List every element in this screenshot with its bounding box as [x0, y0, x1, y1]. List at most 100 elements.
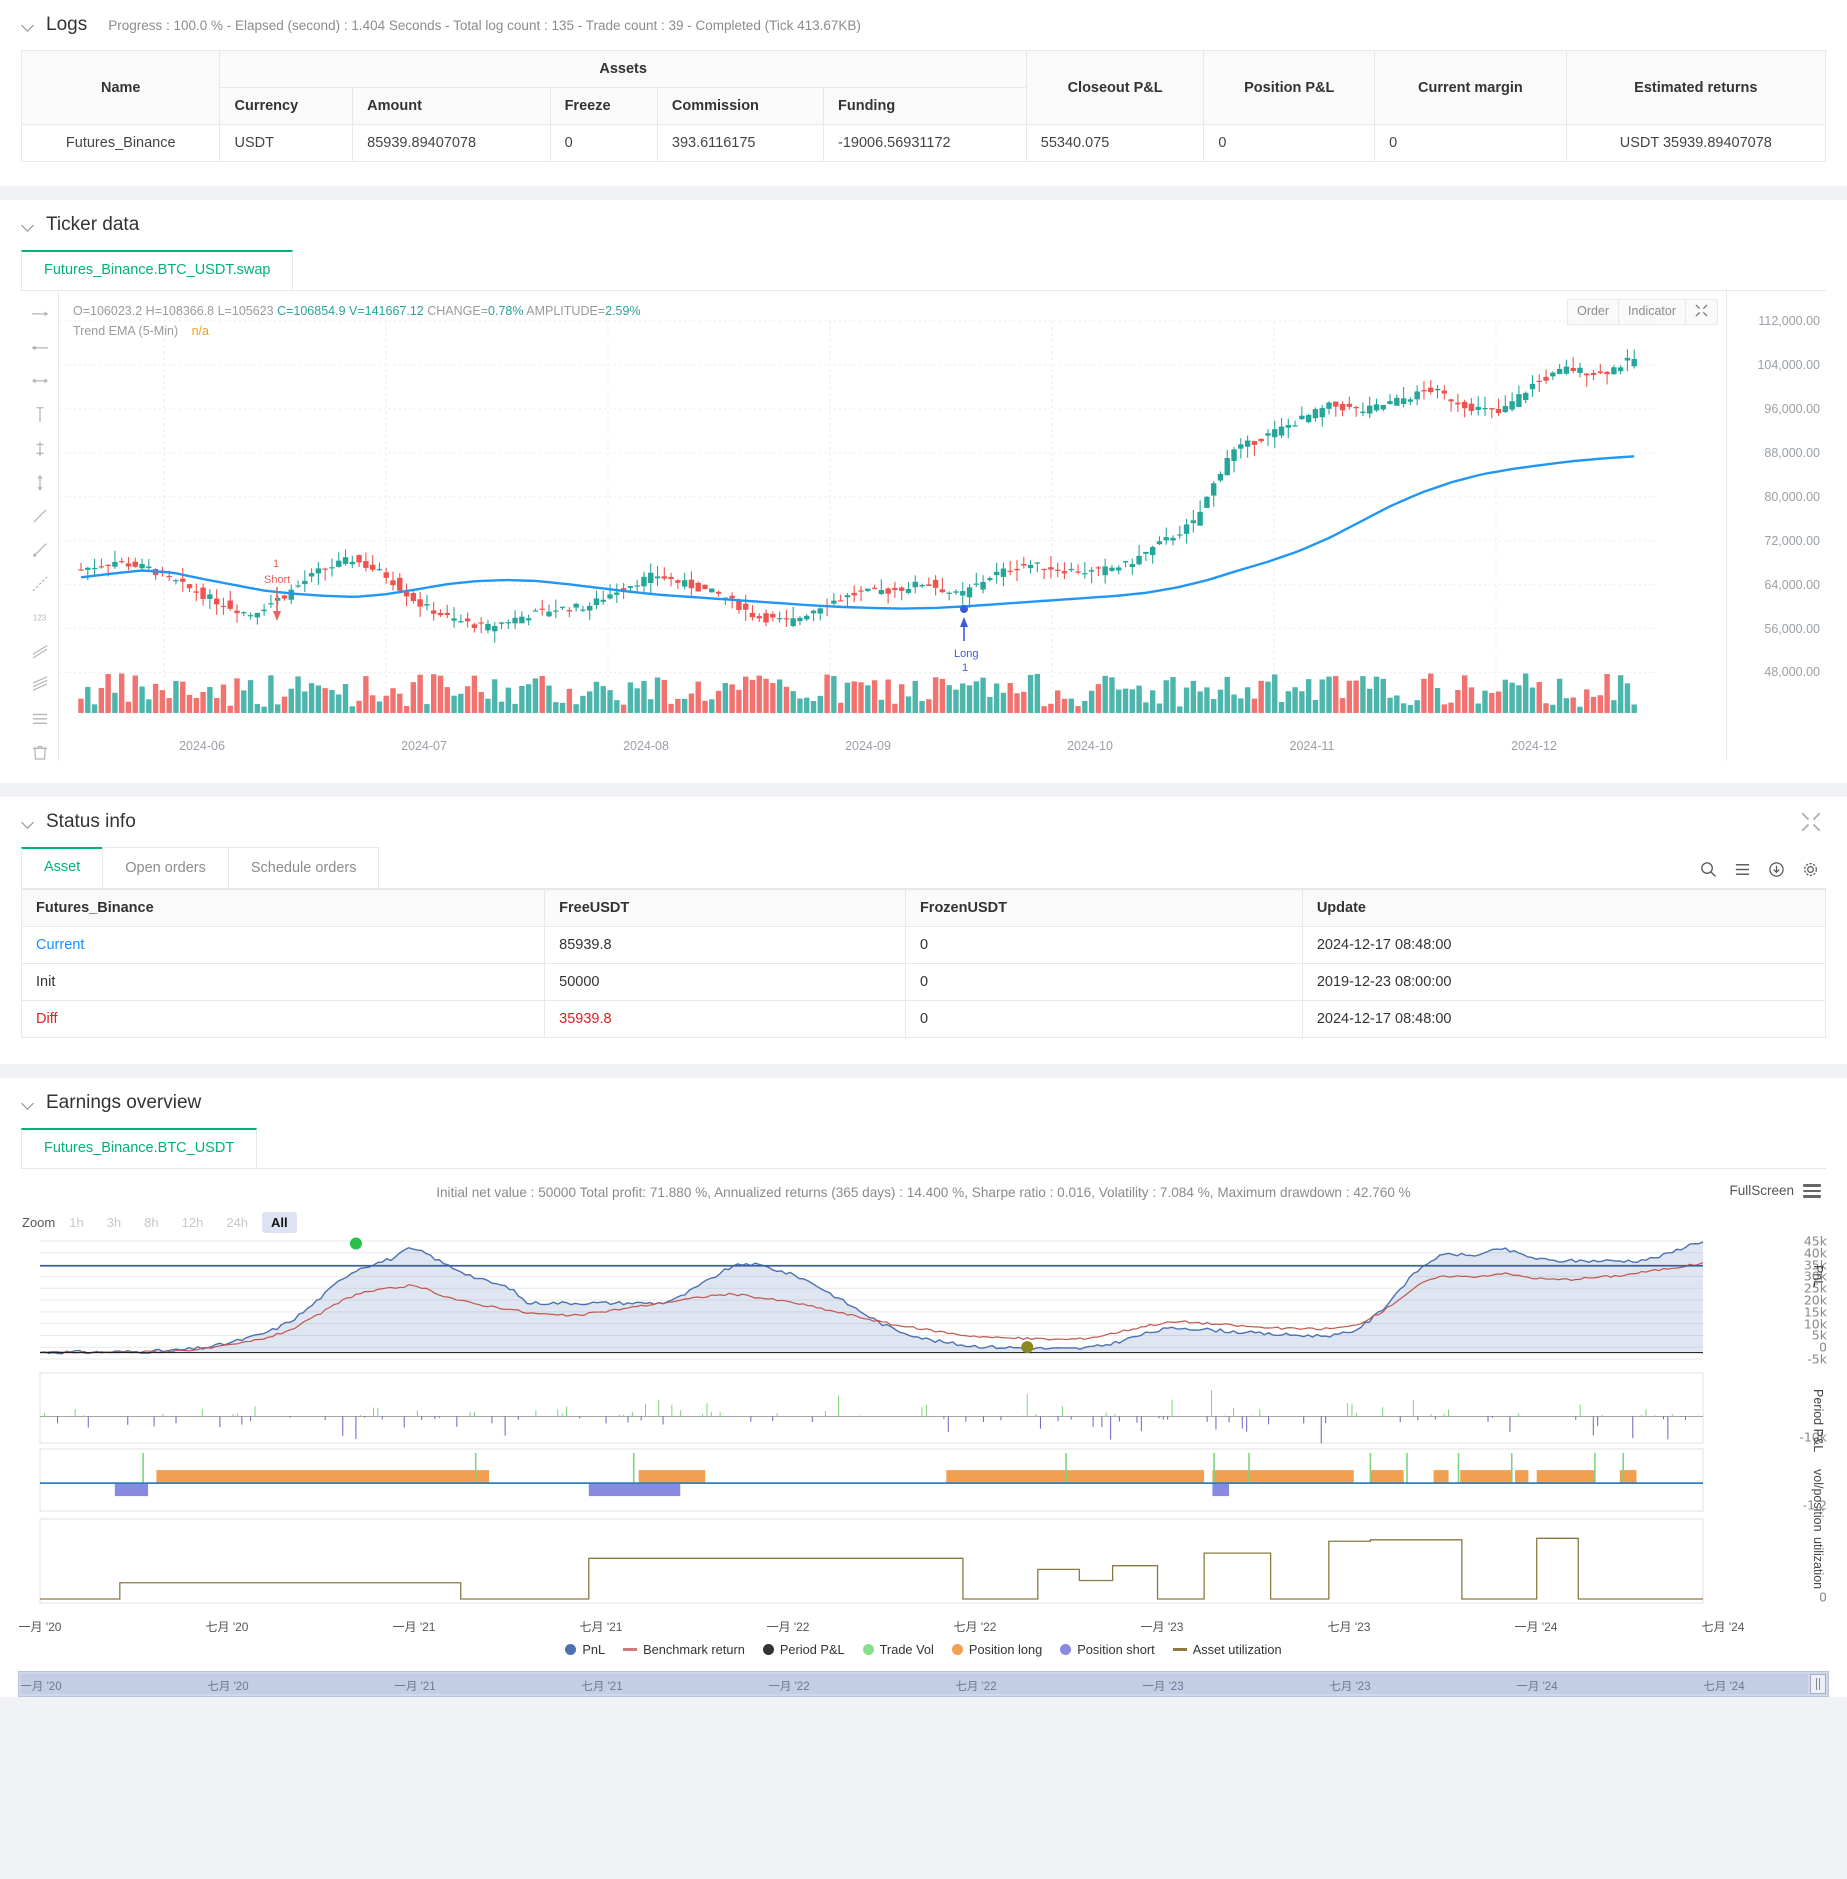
legend-item-position-short[interactable]: Position short — [1060, 1642, 1155, 1657]
pnl-tick: 40k — [1803, 1245, 1827, 1261]
scrollbar-date-tick: 一月 '21 — [394, 1681, 436, 1693]
chart-range-scrollbar[interactable]: 一月 '20 七月 '20 一月 '21 七月 '21 一月 '22 七月 '22 一月 '… — [18, 1671, 1829, 1697]
cell-closeout-pl: 55340.075 — [1025, 124, 1205, 162]
zoom-3h-button[interactable]: 3h — [106, 1215, 122, 1230]
candlestick-chart[interactable]: 123 O=106023.2 H=108366.8 L=105623 C=106… — [21, 291, 1826, 761]
indicator-value: n/a — [191, 324, 209, 338]
chart-button-group[interactable]: Order Indicator — [1567, 299, 1718, 325]
ohlc-high: H=108366.8 — [145, 304, 215, 318]
zoom-8h-button[interactable]: 8h — [144, 1215, 159, 1230]
ray-line-icon[interactable] — [30, 541, 50, 559]
th-account: Futures_Binance — [20, 889, 546, 927]
list-icon[interactable] — [1734, 861, 1751, 878]
axis-label-vol-position: vol/position — [1811, 1469, 1825, 1532]
zoom-24h-button[interactable]: 24h — [226, 1215, 249, 1230]
fullscreen-expand-icon[interactable] — [1685, 299, 1718, 325]
earnings-title: Earnings overview — [46, 1092, 202, 1113]
candlestick-plot-area[interactable]: O=106023.2 H=108366.8 L=105623 C=106854.… — [59, 291, 1826, 761]
scrollbar-date-tick: 一月 '24 — [1516, 1681, 1558, 1693]
horizontal-lines-icon[interactable] — [30, 710, 50, 728]
pnl-tick: 45k — [1803, 1233, 1827, 1249]
status-tabs[interactable]: Asset Open orders Schedule orders — [21, 847, 1826, 889]
download-icon[interactable] — [1768, 861, 1785, 878]
status-toolbar[interactable] — [1700, 847, 1819, 891]
earnings-date-tick: 一月 '21 — [392, 1620, 436, 1634]
tab-asset[interactable]: Asset — [21, 847, 104, 888]
scrollbar-selection[interactable] — [21, 1674, 1808, 1694]
date-tick: 2024-12 — [1511, 739, 1557, 753]
cell-commission: 393.6116175 — [656, 124, 825, 162]
chevron-down-icon[interactable] — [22, 1097, 35, 1110]
logs-header-row-2: Currency Amount Freeze Commission Fundin… — [22, 87, 1826, 125]
tab-futures-binance-btc-usdt-swap[interactable]: Futures_Binance.BTC_USDT.swap — [21, 250, 294, 290]
ohlc-change: CHANGE=0.78% — [427, 304, 524, 318]
legend-item-asset-utilization[interactable]: Asset utilization — [1172, 1642, 1282, 1657]
ticker-header[interactable]: Ticker data — [0, 200, 1847, 250]
legend-item-trade-vol[interactable]: Trade Vol — [862, 1642, 934, 1657]
legend-item-position-long[interactable]: Position long — [951, 1642, 1042, 1657]
earnings-date-tick: 一月 '22 — [766, 1620, 810, 1634]
legend-label-trade-vol: Trade Vol — [879, 1642, 934, 1657]
trend-line-icon[interactable] — [30, 507, 50, 525]
legend-marker-position-short — [1060, 1644, 1072, 1655]
extended-line-icon[interactable] — [30, 575, 50, 593]
legend-item-benchmark-return[interactable]: Benchmark return — [623, 1642, 745, 1657]
chevron-down-icon[interactable] — [22, 19, 35, 32]
zoom-1h-button[interactable]: 1h — [69, 1215, 84, 1230]
table-row: Futures_Binance USDT 85939.89407078 0 39… — [20, 124, 1827, 162]
tab-open-orders[interactable]: Open orders — [102, 847, 229, 888]
arrow-both-icon[interactable] — [30, 372, 50, 390]
tab-futures-binance-btc-usdt[interactable]: Futures_Binance.BTC_USDT — [21, 1128, 258, 1168]
legend-item-pnl[interactable]: PnL — [565, 1642, 605, 1657]
expand-icon[interactable] — [1801, 812, 1821, 832]
fullscreen-button[interactable]: FullScreen — [1729, 1181, 1821, 1201]
legend-label-benchmark: Benchmark return — [643, 1642, 745, 1657]
earnings-date-tick: 七月 '21 — [579, 1620, 623, 1634]
zoom-all-button[interactable]: All — [262, 1212, 297, 1233]
candlestick-svg: 1 Short Long 1 — [59, 320, 1659, 715]
arrow-vertical-icon[interactable] — [30, 474, 50, 492]
long-marker: Long 1 — [954, 605, 978, 674]
gear-icon[interactable] — [1802, 861, 1819, 878]
svg-text:1: 1 — [273, 558, 279, 570]
cell-row-label[interactable]: Current — [20, 926, 546, 964]
pnl-tick: 25k — [1803, 1280, 1827, 1296]
pitchfork-icon[interactable] — [30, 676, 50, 694]
earnings-date-tick: 七月 '22 — [953, 1620, 997, 1634]
earnings-legend[interactable]: PnL Benchmark return Period P&L Trade Vo… — [0, 1638, 1847, 1665]
date-tick: 2024-08 — [623, 739, 669, 753]
status-info-title: Status info — [46, 811, 136, 832]
fib-numbers-icon[interactable]: 123 — [30, 608, 50, 626]
status-info-header[interactable]: Status info — [0, 797, 1847, 847]
earnings-header[interactable]: Earnings overview — [0, 1078, 1847, 1128]
panel-tick: 0 — [1819, 1589, 1827, 1605]
ticker-title: Ticker data — [46, 214, 140, 235]
scrollbar-handle-right[interactable] — [1810, 1674, 1826, 1694]
pnl-tick: 35k — [1803, 1257, 1827, 1273]
price-tick: 56,000.00 — [1764, 621, 1820, 636]
legend-label-asset-utilization: Asset utilization — [1192, 1642, 1282, 1657]
zoom-12h-button[interactable]: 12h — [181, 1215, 204, 1230]
th-funding: Funding — [823, 87, 1027, 125]
legend-label-pnl: PnL — [582, 1642, 606, 1657]
chart-tool-sidebar[interactable]: 123 — [21, 291, 59, 761]
hamburger-menu-icon[interactable] — [1803, 1181, 1821, 1201]
horizontal-ray-icon[interactable] — [30, 339, 50, 357]
earnings-chart[interactable]: 45k 40k 35k 30k 25k 20k 15k 10k 5k 0 -5k -10k -1.2 0 … — [18, 1233, 1829, 1612]
cross-line-icon[interactable] — [30, 305, 50, 323]
legend-label-period-pl: Period P&L — [779, 1642, 845, 1657]
search-icon[interactable] — [1700, 861, 1717, 878]
vertical-line-icon[interactable] — [30, 406, 50, 424]
logs-status-text: Progress : 100.0 % - Elapsed (second) : … — [108, 17, 861, 33]
trash-icon[interactable] — [30, 743, 50, 761]
th-free-usdt: FreeUSDT — [544, 889, 906, 927]
tab-schedule-orders[interactable]: Schedule orders — [227, 847, 380, 888]
zoom-controls[interactable]: Zoom 1h 3h 8h 12h 24h All — [0, 1206, 1847, 1237]
chevron-down-icon[interactable] — [22, 816, 35, 829]
parallel-channel-icon[interactable] — [30, 642, 50, 660]
table-row: Current 85939.8 0 2024-12-17 08:48:00 — [20, 926, 1827, 964]
chevron-down-icon[interactable] — [22, 219, 35, 232]
logs-header[interactable]: Logs Progress : 100.0 % - Elapsed (secon… — [0, 0, 1847, 50]
legend-item-period-pl[interactable]: Period P&L — [762, 1642, 845, 1657]
vertical-range-icon[interactable] — [30, 440, 50, 458]
